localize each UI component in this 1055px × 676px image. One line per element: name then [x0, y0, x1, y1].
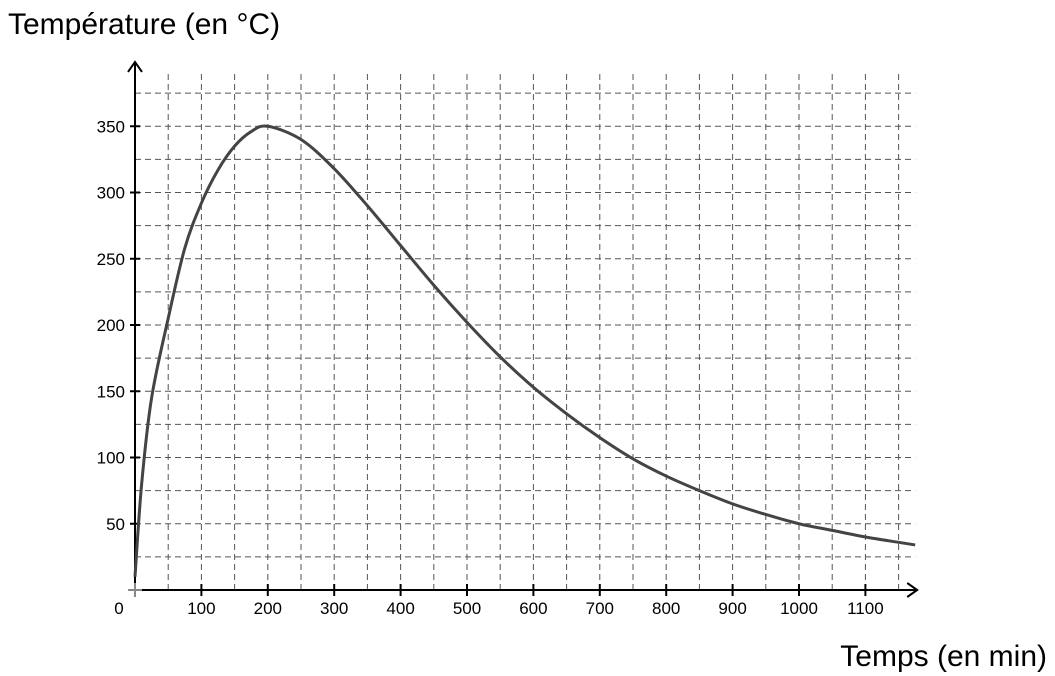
x-tick-label: 600 [519, 599, 547, 618]
x-tick-label: 1100 [847, 599, 884, 618]
y-axis-label: Température (en °C) [8, 8, 281, 41]
x-tick-label: 900 [718, 599, 746, 618]
y-axis-arrow [127, 60, 143, 73]
y-tick-label: 50 [106, 515, 125, 534]
x-tick-label: 700 [586, 599, 614, 618]
x-tick-label: 300 [320, 599, 348, 618]
x-axis-arrow [906, 582, 919, 598]
temperature-curve [133, 124, 916, 577]
y-tick-label: 200 [97, 316, 125, 335]
origin-label: 0 [114, 599, 123, 618]
y-tick-label: 100 [97, 449, 125, 468]
x-tick-label: 200 [254, 599, 282, 618]
y-tick-label: 300 [97, 184, 125, 203]
x-tick-label: 500 [453, 599, 481, 618]
y-tick-label: 250 [97, 250, 125, 269]
x-tick-label: 400 [386, 599, 414, 618]
x-tick-label: 800 [652, 599, 680, 618]
y-tick-label: 150 [97, 382, 125, 401]
x-tick-label: 100 [187, 599, 215, 618]
x-tick-label: 1000 [780, 599, 818, 618]
x-axis-label: Temps (en min) [840, 640, 1047, 673]
y-tick-label: 350 [97, 117, 125, 136]
